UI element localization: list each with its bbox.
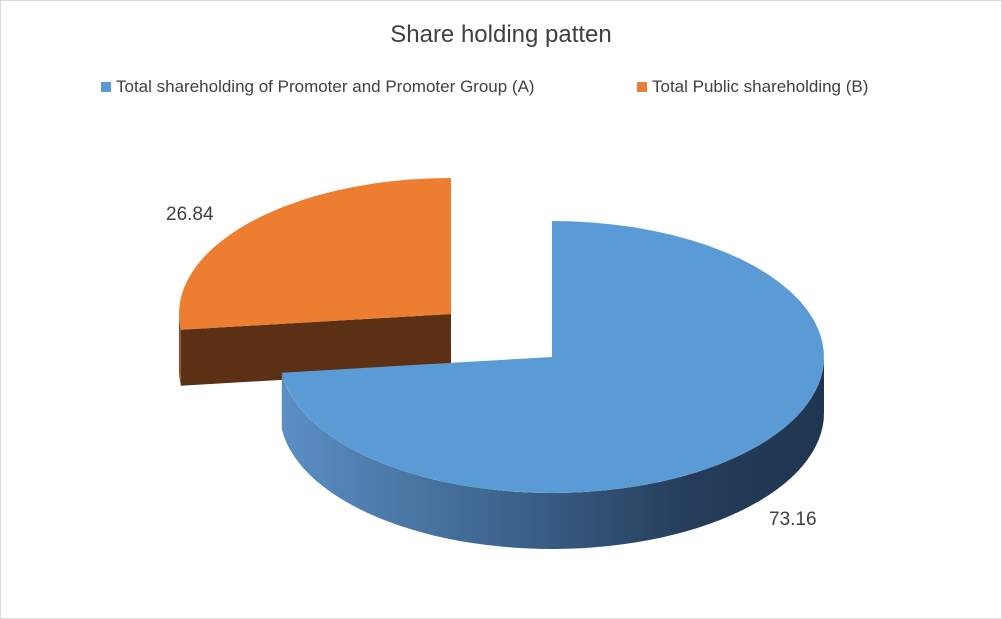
legend-swatch xyxy=(101,82,111,92)
legend-label: Total shareholding of Promoter and Promo… xyxy=(116,77,535,96)
legend-label: Total Public shareholding (B) xyxy=(652,77,869,96)
legend-item-promoter: Total shareholding of Promoter and Promo… xyxy=(101,77,535,97)
legend-swatch xyxy=(637,82,647,92)
data-label-public: 26.84 xyxy=(166,204,214,225)
pie-slice-promoter-side xyxy=(281,357,824,549)
pie-slice-public-side xyxy=(179,314,181,386)
pie-slice-public xyxy=(179,178,451,330)
chart-title: Share holding patten xyxy=(390,21,612,48)
legend-item-public: Total Public shareholding (B) xyxy=(637,77,868,97)
data-label-promoter: 73.16 xyxy=(769,509,817,530)
pie-slice-promoter xyxy=(281,221,824,493)
